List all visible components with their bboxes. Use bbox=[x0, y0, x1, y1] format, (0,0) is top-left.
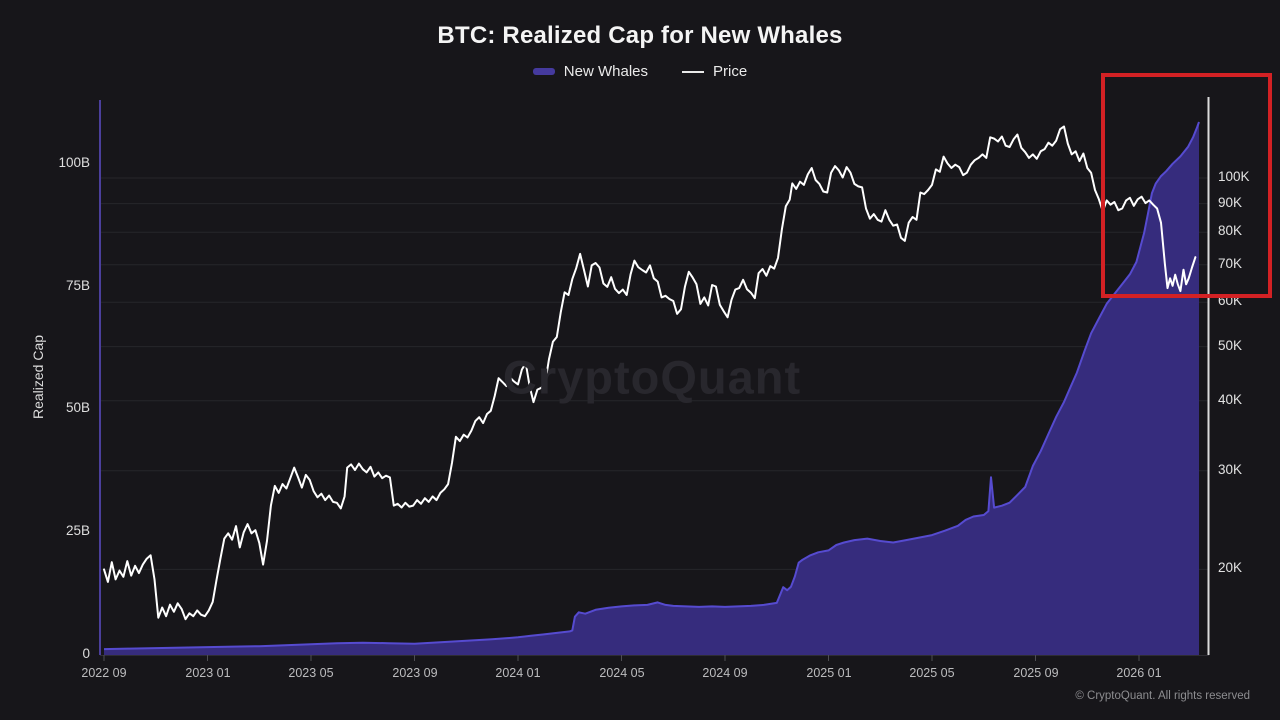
line-swatch-icon bbox=[682, 70, 704, 73]
right-axis-tick-label: 80K bbox=[1218, 223, 1243, 238]
x-axis-tick-label: 2025 01 bbox=[806, 666, 852, 680]
legend-item-new-whales[interactable]: New Whales bbox=[532, 63, 648, 80]
x-axis-tick-label: 2024 01 bbox=[495, 666, 541, 680]
right-axis-tick-label: 90K bbox=[1218, 195, 1243, 210]
copyright-notice: © CryptoQuant. All rights reserved bbox=[1075, 690, 1250, 702]
right-axis-tick-label: 20K bbox=[1218, 560, 1243, 575]
new-whales-area bbox=[104, 122, 1199, 655]
area-swatch-icon bbox=[532, 68, 555, 75]
right-axis-tick-label: 50K bbox=[1218, 338, 1243, 353]
price-line bbox=[103, 125, 1197, 621]
x-axis-tick-label: 2025 05 bbox=[909, 666, 955, 680]
right-axis-tick-label: 40K bbox=[1218, 392, 1243, 407]
legend-label-new-whales: New Whales bbox=[563, 63, 648, 80]
left-axis-tick-label: 75B bbox=[65, 278, 90, 293]
x-axis-tick-label: 2026 01 bbox=[1116, 666, 1162, 680]
x-axis-tick-label: 2023 01 bbox=[185, 666, 231, 680]
right-axis-tick-label: 100K bbox=[1218, 169, 1250, 184]
x-axis-tick-label: 2023 05 bbox=[288, 666, 334, 680]
legend: New Whales Price bbox=[0, 63, 1280, 80]
left-axis-tick-label: 25B bbox=[65, 523, 90, 538]
right-axis-tick-label: 30K bbox=[1218, 462, 1243, 477]
right-axis-tick-label: 70K bbox=[1218, 256, 1243, 271]
x-axis-tick-label: 2024 09 bbox=[702, 666, 748, 680]
left-axis-tick-label: 0 bbox=[82, 646, 90, 661]
x-axis-tick-label: 2022 09 bbox=[81, 666, 127, 680]
legend-item-price[interactable]: Price bbox=[682, 63, 747, 80]
x-axis-tick-label: 2023 09 bbox=[392, 666, 438, 680]
legend-label-price: Price bbox=[713, 63, 748, 80]
chart-title: BTC: Realized Cap for New Whales bbox=[437, 22, 843, 49]
x-axis-tick-label: 2024 05 bbox=[599, 666, 645, 680]
left-axis-tick-label: 100B bbox=[58, 155, 90, 170]
left-axis-tick-label: 50B bbox=[65, 400, 90, 415]
x-axis-tick-label: 2025 09 bbox=[1013, 666, 1059, 680]
cryptoquant-watermark: CryptoQuant bbox=[502, 350, 802, 404]
highlight-annotation-box bbox=[1101, 73, 1272, 298]
